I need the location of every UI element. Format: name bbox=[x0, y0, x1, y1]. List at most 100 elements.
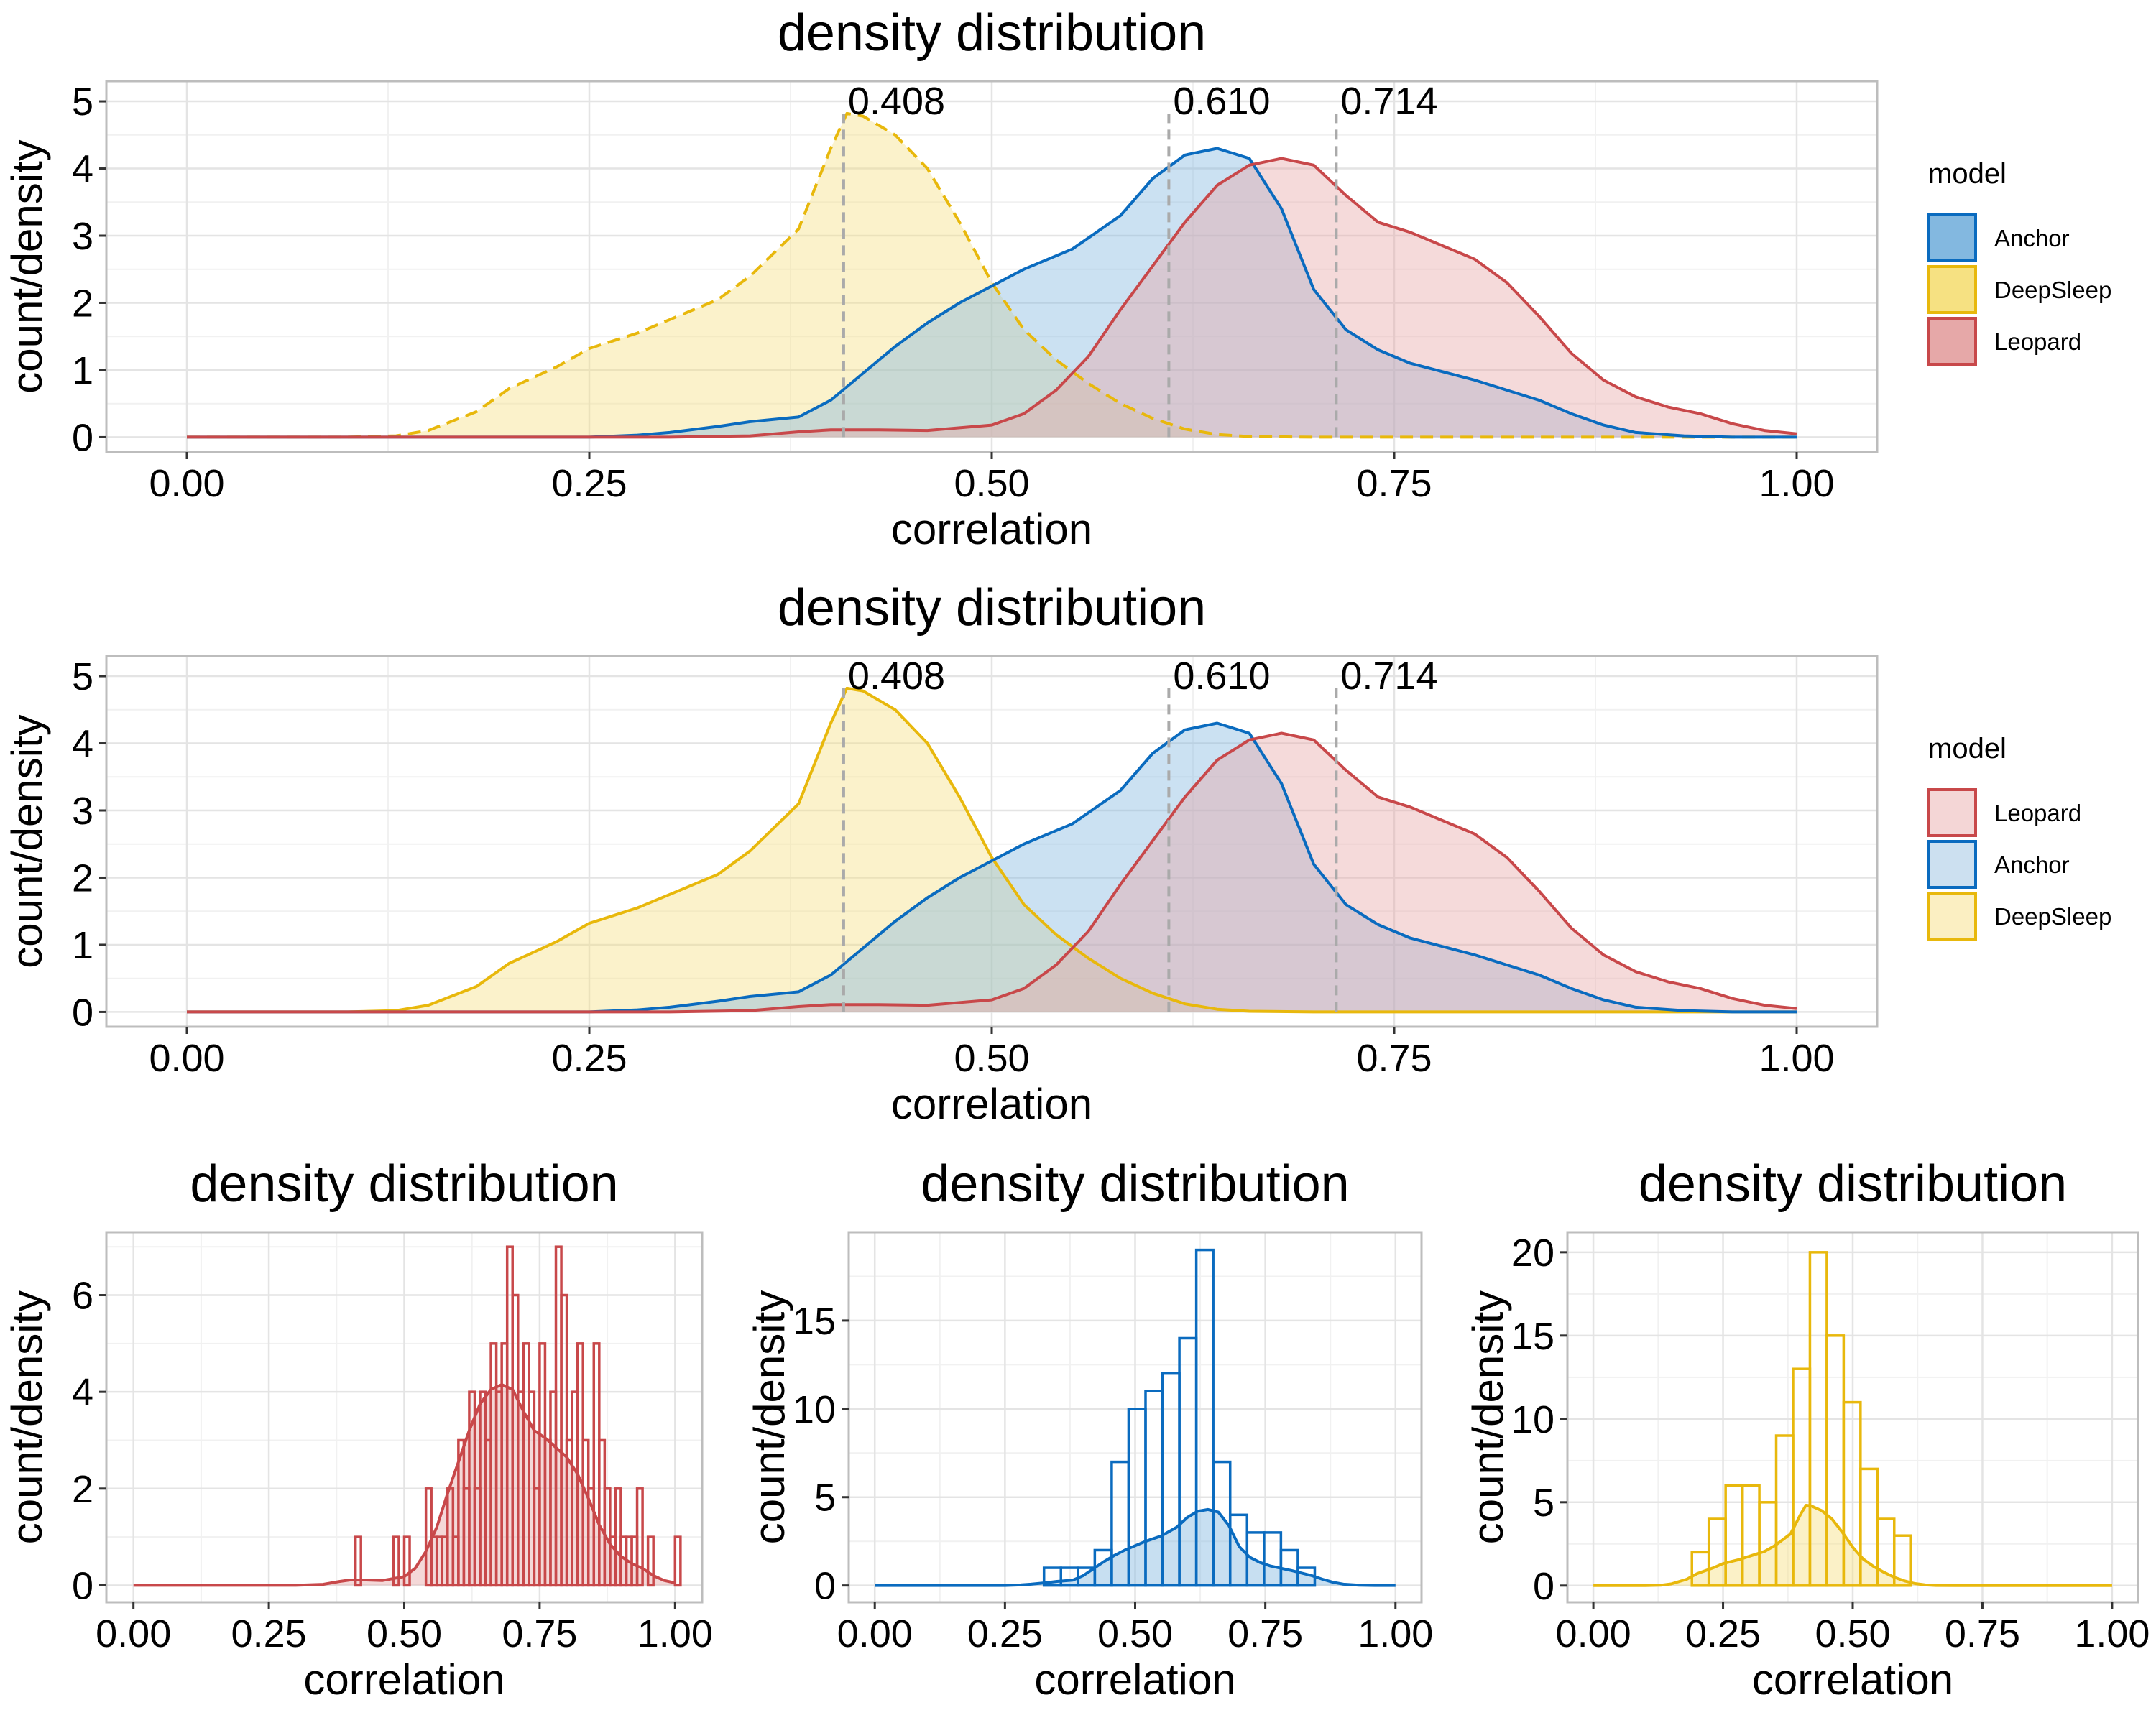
y-tick-label: 15 bbox=[1511, 1315, 1554, 1358]
x-tick-label: 0.75 bbox=[1945, 1612, 2020, 1655]
y-tick-label: 15 bbox=[793, 1300, 836, 1343]
x-tick-label: 0.50 bbox=[1097, 1612, 1173, 1655]
x-tick-label: 0.75 bbox=[1227, 1612, 1303, 1655]
y-tick-label: 4 bbox=[72, 1371, 93, 1414]
x-tick-label: 0.25 bbox=[967, 1612, 1043, 1655]
x-tick-label: 1.00 bbox=[1759, 1037, 1834, 1080]
chart-title: density distribution bbox=[921, 1155, 1349, 1213]
y-tick-label: 5 bbox=[814, 1477, 836, 1520]
y-tick-label: 5 bbox=[72, 655, 93, 698]
y-tick-label: 0 bbox=[72, 1564, 93, 1607]
density-area-deepsleep bbox=[187, 113, 1797, 438]
density-line-anchor bbox=[187, 721, 1797, 1014]
histogram-bar bbox=[1892, 1534, 1912, 1587]
x-tick-label: 0.00 bbox=[149, 1037, 224, 1080]
y-axis-title: count/density bbox=[745, 1290, 793, 1545]
x-tick-label: 0.50 bbox=[367, 1612, 442, 1655]
grid bbox=[849, 1232, 1422, 1602]
chart-title: density distribution bbox=[778, 579, 1206, 637]
panel-hist-anchor: 0.00 0.25 0.50 0.75 1.00 0 5 10 15 density distri… bbox=[745, 1155, 1433, 1704]
legend-label: Leopard bbox=[1994, 800, 2081, 826]
histogram-bar bbox=[1194, 1248, 1215, 1587]
plot-area bbox=[133, 1245, 682, 1587]
legend-label: Anchor bbox=[1994, 851, 2070, 878]
histogram-bar bbox=[646, 1535, 655, 1587]
density-area-deepsleep bbox=[187, 688, 1797, 1012]
legend-title: model bbox=[1928, 733, 2007, 764]
y-tick-label: 4 bbox=[72, 148, 93, 191]
legend-key-leopard bbox=[1927, 317, 1977, 366]
y-tick-label: 10 bbox=[793, 1388, 836, 1431]
legend-key-deepsleep bbox=[1927, 265, 1977, 314]
histogram-bar bbox=[635, 1487, 644, 1587]
x-tick-label: 0.00 bbox=[96, 1612, 171, 1655]
histogram-bar bbox=[354, 1535, 362, 1587]
legend-title: model bbox=[1928, 158, 2007, 190]
x-axis-title: correlation bbox=[1034, 1655, 1235, 1704]
y-tick-label: 4 bbox=[72, 723, 93, 766]
x-tick-label: 0.25 bbox=[551, 1037, 627, 1080]
legend-label: DeepSleep bbox=[1994, 277, 2111, 303]
legend-key-anchor bbox=[1927, 213, 1977, 262]
y-axis-title: count/density bbox=[3, 139, 51, 394]
x-axis-title: correlation bbox=[891, 505, 1092, 553]
y-tick-label: 2 bbox=[72, 282, 93, 325]
grid bbox=[106, 81, 1877, 452]
chart-title: density distribution bbox=[1639, 1155, 2067, 1213]
density-line-deepsleep bbox=[187, 686, 1797, 1014]
panel-hist-leopard: 0.00 0.25 0.50 0.75 1.00 0 2 4 6 density distribu… bbox=[3, 1155, 713, 1704]
x-tick-label: 0.50 bbox=[954, 462, 1029, 505]
x-axis-title: correlation bbox=[1752, 1655, 1953, 1704]
x-axis-title: correlation bbox=[891, 1080, 1092, 1128]
y-tick-label: 1 bbox=[72, 349, 93, 392]
chart-title: density distribution bbox=[778, 4, 1206, 62]
plot-area: 0.408 0.610 0.714 bbox=[187, 655, 1797, 1014]
density-line bbox=[133, 1383, 676, 1587]
x-tick-label: 1.00 bbox=[1358, 1612, 1433, 1655]
x-tick-label: 0.00 bbox=[1556, 1612, 1631, 1655]
y-tick-label: 20 bbox=[1511, 1232, 1554, 1275]
x-tick-label: 0.75 bbox=[502, 1612, 577, 1655]
density-line-anchor bbox=[187, 147, 1797, 439]
x-tick-label: 0.25 bbox=[1685, 1612, 1761, 1655]
y-axis-title: count/density bbox=[3, 1290, 51, 1545]
legend-label: Leopard bbox=[1994, 328, 2081, 355]
y-axis-title: count/density bbox=[3, 714, 51, 969]
panel-hist-deepsleep: 0.00 0.25 0.50 0.75 1.00 0 5 10 15 20 density dist… bbox=[1464, 1155, 2150, 1704]
density-line-deepsleep bbox=[187, 111, 1797, 439]
y-tick-label: 1 bbox=[72, 924, 93, 967]
x-axis-title: correlation bbox=[303, 1655, 505, 1704]
reference-line-label: 0.610 bbox=[1173, 80, 1270, 123]
reference-line-label: 0.408 bbox=[848, 655, 945, 698]
plot-area bbox=[875, 1248, 1396, 1587]
density-area-anchor bbox=[187, 148, 1797, 438]
panel-top: 0.408 0.610 0.714 0.00 0.25 0.50 0.75 1.00 0 1 2 3 4… bbox=[3, 4, 2111, 553]
reference-line-label: 0.714 bbox=[1340, 80, 1437, 123]
legend-key-anchor bbox=[1927, 840, 1977, 889]
y-tick-label: 6 bbox=[72, 1275, 93, 1318]
x-tick-label: 1.00 bbox=[2074, 1612, 2150, 1655]
plot-area: 0.408 0.610 0.714 bbox=[187, 80, 1797, 439]
x-tick-label: 0.25 bbox=[231, 1612, 307, 1655]
histogram-bar bbox=[402, 1535, 411, 1587]
legend-label: Anchor bbox=[1994, 225, 2070, 251]
density-line bbox=[875, 1507, 1396, 1587]
y-tick-label: 5 bbox=[72, 80, 93, 124]
legend-key-leopard bbox=[1927, 788, 1977, 837]
y-tick-label: 0 bbox=[814, 1565, 836, 1608]
legend-key-deepsleep bbox=[1927, 892, 1977, 941]
density-line bbox=[1593, 1504, 2112, 1587]
reference-line-label: 0.714 bbox=[1340, 655, 1437, 698]
x-tick-label: 0.75 bbox=[1356, 1037, 1432, 1080]
legend-label: DeepSleep bbox=[1994, 903, 2111, 930]
legend: model Anchor DeepSleep Leopard bbox=[1927, 158, 2111, 366]
plot-area bbox=[1593, 1251, 2112, 1587]
density-area bbox=[875, 1509, 1396, 1586]
histogram-bar bbox=[392, 1535, 400, 1587]
x-tick-label: 1.00 bbox=[1759, 462, 1834, 505]
grid bbox=[1567, 1232, 2138, 1602]
y-tick-label: 10 bbox=[1511, 1398, 1554, 1441]
histogram-bar bbox=[673, 1535, 682, 1587]
